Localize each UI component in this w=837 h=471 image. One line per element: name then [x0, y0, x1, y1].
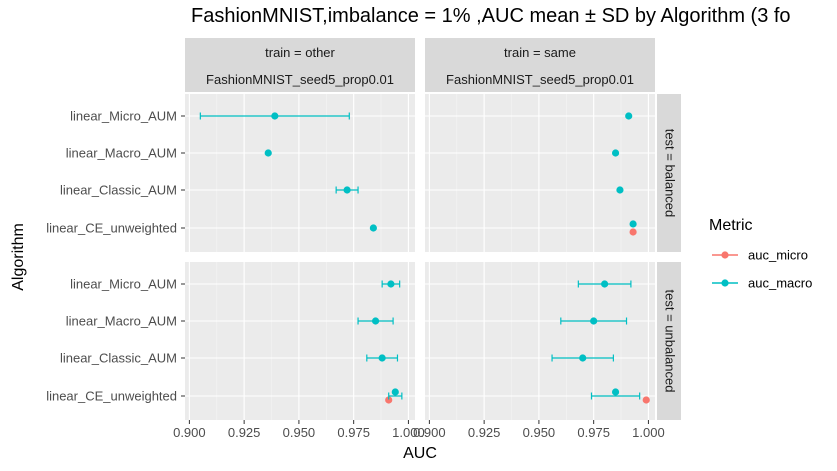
- data-point-auc_macro: [601, 280, 609, 288]
- x-tick-label: 0.950: [523, 425, 556, 440]
- y-tick-label: linear_Classic_AUM: [60, 351, 177, 366]
- col-strip-label: FashionMNIST_seed5_prop0.01: [446, 72, 634, 87]
- col-strip-label: train = other: [265, 45, 335, 60]
- row-strip-label: test = balanced: [663, 129, 678, 218]
- data-point-auc_macro: [264, 149, 272, 157]
- y-tick-label: linear_CE_unweighted: [46, 389, 177, 404]
- data-point-auc_macro: [378, 354, 386, 362]
- data-point-auc_macro: [629, 220, 637, 228]
- data-point-auc_macro: [391, 388, 399, 396]
- y-tick-label: linear_Macro_AUM: [66, 146, 177, 161]
- x-tick-label: 0.925: [228, 425, 261, 440]
- y-tick-label: linear_Micro_AUM: [70, 109, 177, 124]
- col-strip: [425, 38, 655, 92]
- data-point-auc_macro: [271, 112, 279, 120]
- x-tick-label: 0.975: [337, 425, 370, 440]
- panel-background: [185, 262, 415, 420]
- panel-background: [425, 94, 655, 252]
- data-point-auc_macro: [371, 317, 380, 325]
- x-tick-label: 1.000: [392, 425, 425, 440]
- col-strip: [185, 38, 415, 92]
- data-point-auc_macro: [579, 354, 587, 362]
- row-strip: [657, 262, 681, 420]
- y-axis-title: Algorithm: [10, 223, 27, 291]
- x-tick-label: 0.975: [577, 425, 610, 440]
- x-tick-label: 0.900: [413, 425, 446, 440]
- data-point-auc_macro: [616, 186, 624, 194]
- data-point-auc_macro: [611, 149, 620, 157]
- legend-key-point: [721, 251, 729, 259]
- data-point-auc_macro: [387, 280, 395, 288]
- y-tick-label: linear_CE_unweighted: [46, 221, 177, 236]
- legend-key-point: [721, 279, 729, 287]
- y-tick-label: linear_Micro_AUM: [70, 277, 177, 292]
- x-tick-label: 0.950: [283, 425, 316, 440]
- data-point-auc_micro: [642, 396, 650, 404]
- row-strip: [657, 94, 681, 252]
- chart-title: FashionMNIST,imbalance = 1% ,AUC mean ± …: [191, 5, 791, 27]
- data-point-auc_macro: [343, 186, 351, 194]
- data-point-auc_macro: [625, 112, 633, 120]
- data-point-auc_macro: [369, 224, 377, 232]
- x-tick-label: 1.000: [632, 425, 665, 440]
- data-point-auc_macro: [611, 388, 620, 396]
- legend-label: auc_macro: [748, 276, 812, 291]
- y-tick-label: linear_Macro_AUM: [66, 314, 177, 329]
- data-point-auc_macro: [590, 317, 598, 325]
- col-strip-label: train = same: [504, 45, 576, 60]
- legend-title: Metric: [709, 217, 753, 234]
- col-strip-label: FashionMNIST_seed5_prop0.01: [206, 72, 394, 87]
- panel-background: [185, 94, 415, 252]
- legend-label: auc_micro: [748, 248, 808, 263]
- row-strip-label: test = unbalanced: [663, 290, 678, 393]
- y-tick-label: linear_Classic_AUM: [60, 183, 177, 198]
- x-tick-label: 0.925: [468, 425, 501, 440]
- data-point-auc_micro: [385, 396, 393, 404]
- data-point-auc_micro: [629, 228, 637, 236]
- x-tick-label: 0.900: [173, 425, 206, 440]
- x-axis-title: AUC: [403, 445, 437, 462]
